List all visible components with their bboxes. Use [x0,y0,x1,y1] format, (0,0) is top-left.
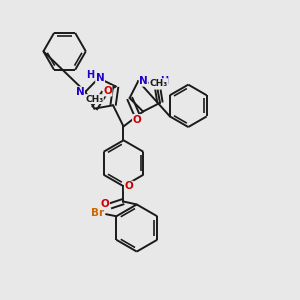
Text: CH₃: CH₃ [85,94,103,103]
Text: N: N [139,76,148,86]
Text: O: O [103,86,112,96]
Text: O: O [124,181,133,191]
Text: N: N [96,73,104,83]
Text: N: N [76,87,85,97]
Text: H: H [160,76,169,86]
Text: O: O [100,200,109,209]
Text: H: H [86,70,94,80]
Text: N: N [153,79,161,89]
Text: CH₃: CH₃ [149,79,168,88]
Text: O: O [133,115,141,124]
Text: Br: Br [91,208,104,218]
